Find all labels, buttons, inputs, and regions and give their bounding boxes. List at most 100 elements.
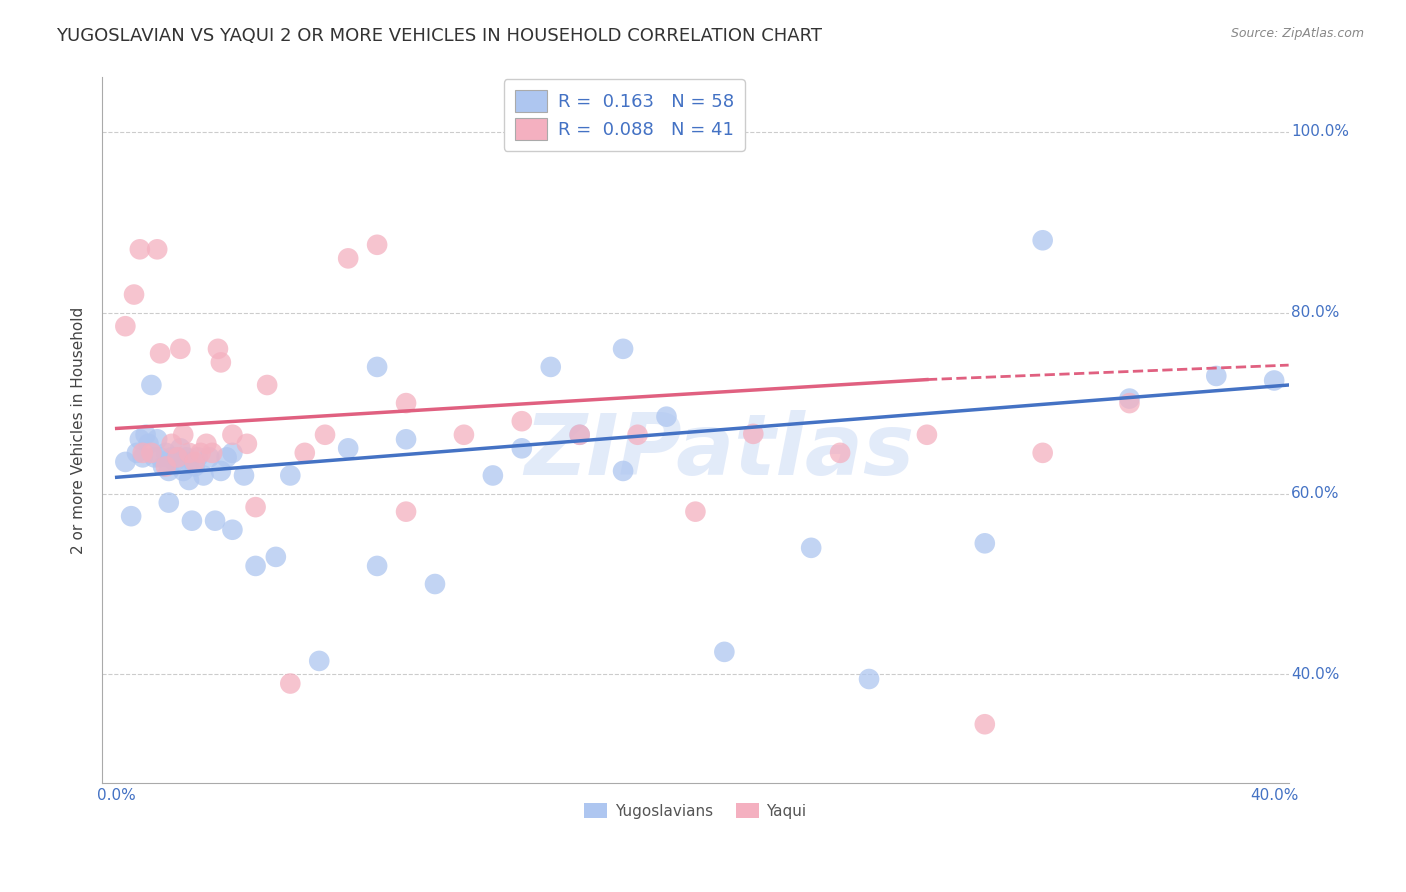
Point xyxy=(1032,233,1054,247)
Point xyxy=(184,455,207,469)
Y-axis label: 2 or more Vehicles in Household: 2 or more Vehicles in Household xyxy=(72,307,86,554)
Point xyxy=(152,459,174,474)
Point xyxy=(163,455,186,469)
Point xyxy=(973,536,995,550)
Point xyxy=(138,437,160,451)
Point xyxy=(114,455,136,469)
Point xyxy=(568,427,591,442)
Point xyxy=(125,446,148,460)
Point xyxy=(160,437,183,451)
Point xyxy=(193,468,215,483)
Point xyxy=(141,446,163,460)
Text: 80.0%: 80.0% xyxy=(1291,305,1340,320)
Point xyxy=(157,495,180,509)
Point xyxy=(201,446,224,460)
Point xyxy=(278,676,301,690)
Point xyxy=(510,442,533,456)
Point xyxy=(482,468,505,483)
Point xyxy=(132,450,155,465)
Point xyxy=(612,464,634,478)
Point xyxy=(166,450,188,465)
Point xyxy=(177,473,200,487)
Point xyxy=(169,342,191,356)
Point xyxy=(146,243,169,257)
Point xyxy=(132,446,155,460)
Point xyxy=(207,342,229,356)
Point xyxy=(1263,374,1285,388)
Point xyxy=(128,432,150,446)
Point xyxy=(180,514,202,528)
Point xyxy=(245,558,267,573)
Point xyxy=(166,450,188,465)
Point xyxy=(177,446,200,460)
Point xyxy=(655,409,678,424)
Legend: Yugoslavians, Yaqui: Yugoslavians, Yaqui xyxy=(578,797,813,825)
Point xyxy=(453,427,475,442)
Text: ZIPatlas: ZIPatlas xyxy=(524,410,914,493)
Point xyxy=(308,654,330,668)
Point xyxy=(143,450,166,465)
Point xyxy=(209,464,232,478)
Point xyxy=(568,427,591,442)
Point xyxy=(423,577,446,591)
Point xyxy=(155,459,177,474)
Point xyxy=(366,359,388,374)
Point xyxy=(160,450,183,465)
Point xyxy=(169,442,191,456)
Point xyxy=(685,505,707,519)
Point xyxy=(395,505,418,519)
Point xyxy=(198,450,221,465)
Point xyxy=(190,446,212,460)
Point xyxy=(742,426,765,441)
Text: Source: ZipAtlas.com: Source: ZipAtlas.com xyxy=(1230,27,1364,40)
Point xyxy=(245,500,267,515)
Point xyxy=(1205,368,1227,383)
Point xyxy=(204,514,226,528)
Point xyxy=(149,346,172,360)
Point xyxy=(366,558,388,573)
Point xyxy=(157,464,180,478)
Point xyxy=(337,252,360,266)
Point xyxy=(366,237,388,252)
Point xyxy=(184,459,207,474)
Point xyxy=(155,446,177,460)
Point xyxy=(122,287,145,301)
Point xyxy=(174,450,197,465)
Point xyxy=(120,509,142,524)
Point xyxy=(626,427,648,442)
Point xyxy=(612,342,634,356)
Text: 100.0%: 100.0% xyxy=(1291,124,1348,139)
Point xyxy=(1118,392,1140,406)
Point xyxy=(221,427,243,442)
Point xyxy=(141,378,163,392)
Point xyxy=(278,468,301,483)
Point xyxy=(830,446,852,460)
Point xyxy=(800,541,823,555)
Text: 60.0%: 60.0% xyxy=(1291,486,1340,501)
Point xyxy=(233,468,256,483)
Point xyxy=(195,437,218,451)
Point xyxy=(395,432,418,446)
Point xyxy=(337,442,360,456)
Point xyxy=(187,450,209,465)
Point xyxy=(1032,446,1054,460)
Point xyxy=(395,396,418,410)
Point xyxy=(713,645,735,659)
Text: YUGOSLAVIAN VS YAQUI 2 OR MORE VEHICLES IN HOUSEHOLD CORRELATION CHART: YUGOSLAVIAN VS YAQUI 2 OR MORE VEHICLES … xyxy=(56,27,823,45)
Point xyxy=(294,446,316,460)
Point xyxy=(128,243,150,257)
Point xyxy=(172,427,194,442)
Point xyxy=(221,523,243,537)
Point xyxy=(1118,396,1140,410)
Point xyxy=(215,450,238,465)
Point xyxy=(915,427,938,442)
Point xyxy=(209,355,232,369)
Text: 40.0%: 40.0% xyxy=(1291,667,1340,682)
Point xyxy=(510,414,533,428)
Point xyxy=(177,455,200,469)
Point xyxy=(146,432,169,446)
Point xyxy=(264,549,287,564)
Point xyxy=(540,359,562,374)
Point xyxy=(114,319,136,334)
Point xyxy=(314,427,336,442)
